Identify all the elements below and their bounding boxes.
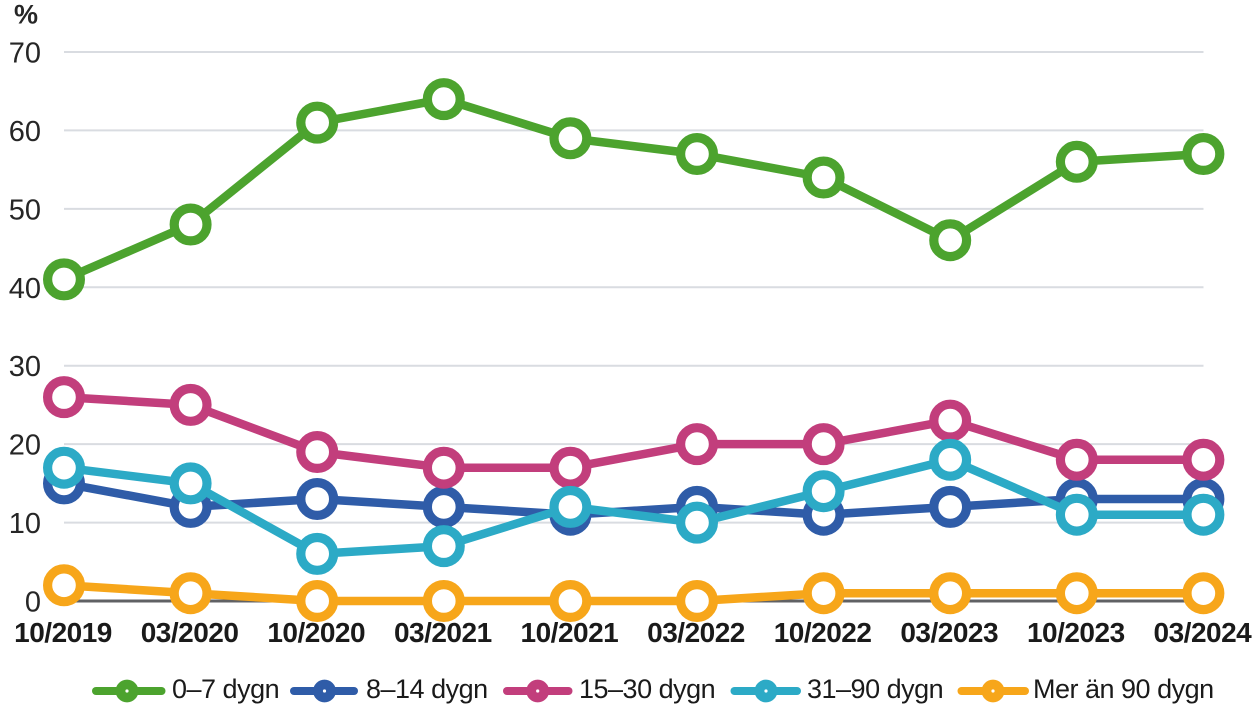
svg-text:10/2023: 10/2023 [1027,617,1125,648]
svg-text:0–7 dygn: 0–7 dygn [172,674,279,704]
svg-text:40: 40 [9,273,41,305]
svg-text:03/2024: 03/2024 [1154,617,1253,648]
svg-text:Mer än 90 dygn: Mer än 90 dygn [1033,674,1214,704]
svg-text:60: 60 [9,116,41,148]
svg-text:10/2019: 10/2019 [14,617,112,648]
svg-text:03/2022: 03/2022 [647,617,745,648]
svg-text:03/2023: 03/2023 [900,617,998,648]
svg-text:31–90 dygn: 31–90 dygn [807,674,943,704]
svg-text:0: 0 [25,587,41,619]
svg-text:03/2021: 03/2021 [394,617,492,648]
svg-text:30: 30 [9,351,41,383]
svg-text:8–14 dygn: 8–14 dygn [366,674,488,704]
svg-text:10/2020: 10/2020 [267,617,365,648]
svg-text:20: 20 [9,430,41,462]
svg-text:70: 70 [9,38,41,70]
svg-text:10/2021: 10/2021 [521,617,619,648]
svg-text:03/2020: 03/2020 [141,617,239,648]
svg-text:10/2022: 10/2022 [774,617,872,648]
svg-text:50: 50 [9,194,41,226]
svg-text:10: 10 [9,508,41,540]
svg-text:%: % [14,0,38,30]
svg-text:15–30 dygn: 15–30 dygn [579,674,715,704]
